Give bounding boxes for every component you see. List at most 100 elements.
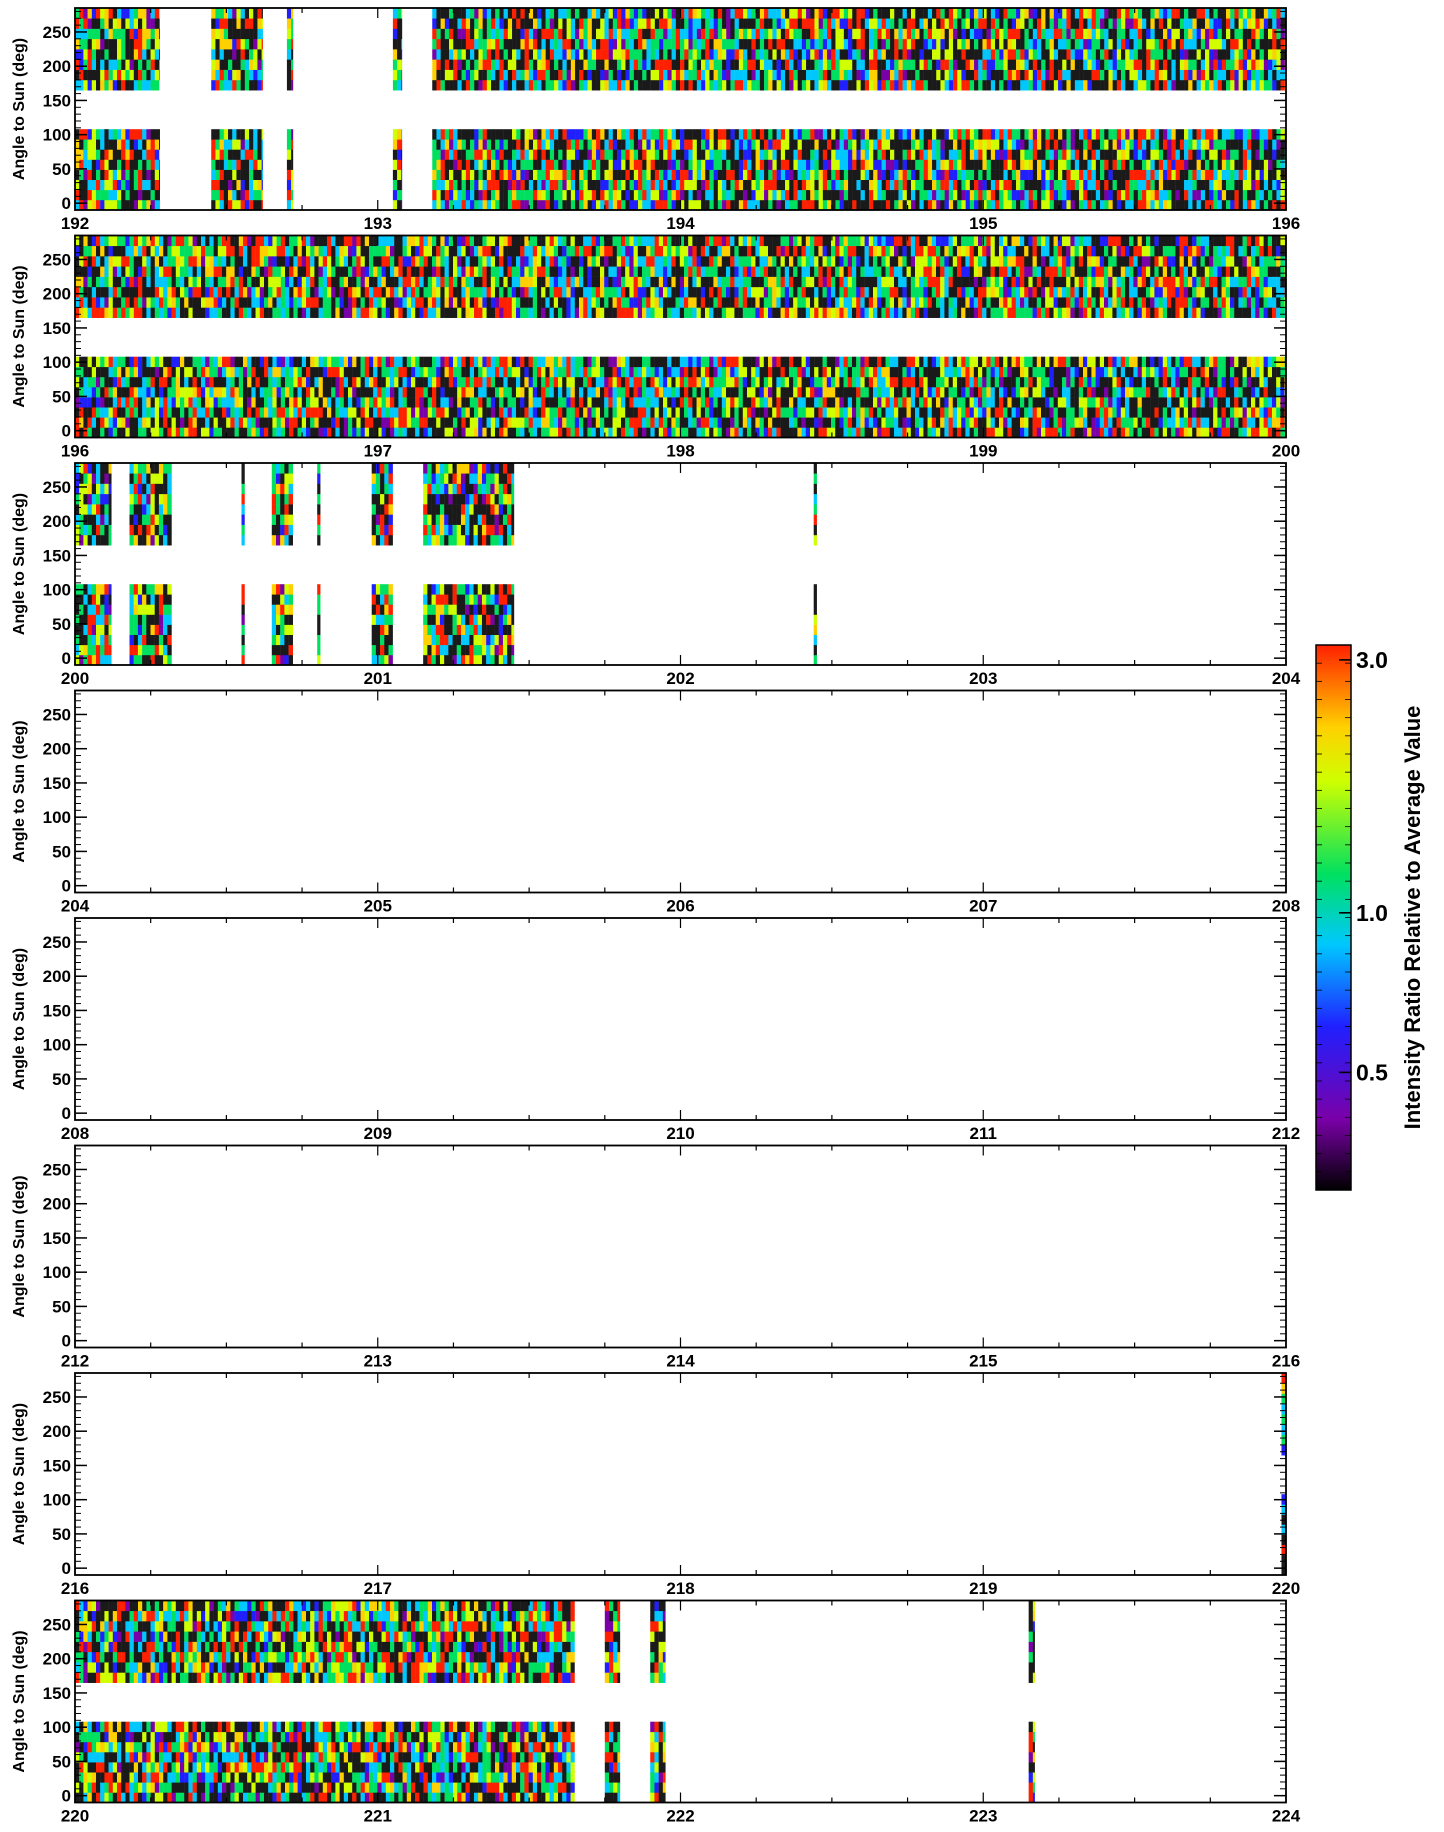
heatmap-cell — [587, 149, 593, 160]
heatmap-cell — [1255, 129, 1260, 140]
heatmap-cell — [915, 79, 920, 91]
heatmap-cell — [894, 49, 899, 60]
heatmap-cell — [1171, 59, 1176, 70]
heatmap-cell — [482, 189, 488, 201]
heatmap-cell — [680, 129, 685, 140]
heatmap-cell — [646, 199, 651, 211]
heatmap-cell — [705, 189, 710, 201]
heatmap-cell — [108, 159, 113, 170]
heatmap-cell — [1129, 8, 1134, 19]
heatmap-cell — [146, 427, 151, 438]
heatmap-cell — [1083, 8, 1088, 19]
heatmap-cell — [533, 139, 538, 150]
heatmap-cell — [709, 28, 714, 40]
heatmap-cell — [612, 28, 618, 40]
heatmap-cell — [397, 149, 402, 160]
heatmap-cell — [764, 179, 769, 191]
heatmap-cell — [1268, 179, 1273, 191]
heatmap-cell — [873, 28, 878, 40]
heatmap-cell — [785, 38, 790, 50]
heatmap-cell — [276, 376, 281, 388]
heatmap-cell — [217, 276, 223, 288]
heatmap-cell — [650, 69, 656, 81]
heatmap-cell — [1268, 8, 1273, 19]
heatmap-cell — [1112, 8, 1118, 19]
heatmap-cell — [436, 169, 441, 180]
heatmap-cell — [104, 129, 109, 140]
heatmap-cell — [528, 159, 534, 170]
heatmap-cell — [297, 397, 302, 408]
heatmap-cell — [680, 169, 685, 180]
heatmap-cell — [125, 307, 130, 318]
heatmap-cell — [1209, 129, 1214, 140]
heatmap-cell — [1209, 199, 1214, 211]
heatmap-cell — [566, 49, 572, 60]
heatmap-cell — [91, 169, 97, 180]
heatmap-cell — [684, 189, 689, 201]
heatmap-cell — [986, 59, 992, 70]
heatmap-cell — [705, 38, 710, 50]
heatmap-cell — [890, 28, 895, 40]
heatmap-cell — [1175, 179, 1181, 191]
heatmap-cell — [1221, 129, 1227, 140]
heatmap-cell — [751, 38, 756, 50]
heatmap-cell — [228, 69, 233, 81]
heatmap-cell — [562, 149, 567, 160]
heatmap-cell — [969, 8, 975, 19]
heatmap-cell — [1171, 18, 1176, 29]
heatmap-cell — [1079, 38, 1084, 50]
heatmap-cell — [180, 397, 185, 408]
heatmap-cell — [1272, 28, 1277, 40]
heatmap-cell — [397, 28, 402, 40]
heatmap-cell — [180, 297, 185, 308]
heatmap-cell — [465, 199, 471, 211]
heatmap-cell — [91, 427, 97, 438]
heatmap-cell — [133, 407, 139, 418]
heatmap-cell — [1217, 18, 1223, 29]
heatmap-cell — [663, 79, 668, 91]
heatmap-cell — [253, 139, 258, 150]
heatmap-cell — [596, 38, 601, 50]
heatmap-cell — [1142, 28, 1147, 40]
heatmap-cell — [482, 69, 488, 81]
heatmap-cell — [133, 139, 139, 150]
heatmap-cell — [776, 179, 782, 191]
heatmap-cell — [1259, 49, 1265, 60]
heatmap-cell — [401, 129, 403, 140]
heatmap-cell — [1196, 69, 1202, 81]
heatmap-cell — [228, 59, 233, 70]
heatmap-cell — [629, 189, 635, 201]
heatmap-cell — [243, 286, 248, 298]
heatmap-cell — [222, 256, 227, 267]
heatmap-cell — [268, 286, 273, 298]
heatmap-cell — [1091, 169, 1097, 180]
heatmap-cell — [537, 18, 542, 29]
heatmap-cell — [1146, 69, 1151, 81]
heatmap-cell — [738, 28, 744, 40]
heatmap-cell — [558, 169, 563, 180]
heatmap-cell — [142, 18, 147, 29]
heatmap-cell — [503, 169, 509, 180]
heatmap-cell — [125, 286, 130, 298]
heatmap-cell — [474, 38, 479, 50]
heatmap-cell — [230, 376, 235, 388]
heatmap-cell — [243, 297, 248, 308]
heatmap-cell — [1171, 139, 1176, 150]
heatmap-cell — [167, 397, 172, 408]
heatmap-cell — [596, 18, 601, 29]
heatmap-cell — [709, 49, 714, 60]
heatmap-cell — [1087, 129, 1092, 140]
heatmap-cell — [1024, 139, 1029, 150]
heatmap-cell — [1175, 59, 1181, 70]
heatmap-cell — [1142, 129, 1147, 140]
heatmap-cell — [932, 49, 937, 60]
heatmap-cell — [1221, 169, 1227, 180]
heatmap-cell — [646, 69, 651, 81]
heatmap-cell — [236, 139, 241, 150]
heatmap-cell — [608, 199, 614, 211]
heatmap-cell — [1167, 159, 1172, 170]
heatmap-cell — [1276, 199, 1281, 211]
heatmap-cell — [129, 129, 134, 140]
heatmap-cell — [911, 8, 916, 19]
heatmap-cell — [969, 38, 975, 50]
